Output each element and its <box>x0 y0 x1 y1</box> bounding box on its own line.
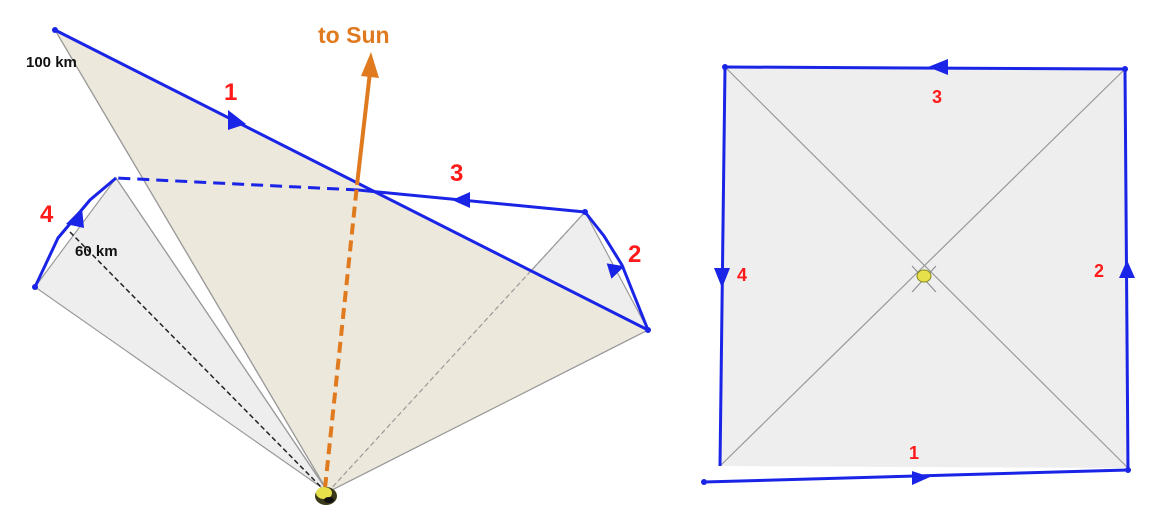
small-body-icon <box>911 265 937 293</box>
arrowhead-icon <box>928 59 948 75</box>
arrowhead-icon <box>452 192 470 208</box>
arrowhead-icon <box>606 263 625 279</box>
arrowhead-icon <box>361 52 379 78</box>
diagonal-line <box>719 68 1126 467</box>
waypoint-dot <box>1125 467 1131 473</box>
leg-4-path <box>718 66 727 467</box>
leg-label-2: 2 <box>1094 261 1104 281</box>
hidden-edge-line <box>327 211 586 493</box>
leg-label-4: 4 <box>40 201 54 228</box>
leg-label-3: 3 <box>450 160 463 187</box>
sun-direction-arrow <box>355 71 372 186</box>
range-line-60km <box>69 231 323 489</box>
arrowhead-icon <box>912 471 930 485</box>
edge-line <box>54 29 329 493</box>
leg-3-path-hidden <box>115 176 359 192</box>
arrowhead-icon <box>714 268 730 288</box>
arrowhead-icon <box>228 110 246 130</box>
waypoint-dot <box>701 479 707 485</box>
distance-label-near: 60 km <box>75 243 118 260</box>
small-body-icon <box>315 487 337 505</box>
top-view-square <box>720 67 1128 468</box>
sun-label: to Sun <box>318 22 390 48</box>
leg-1-path <box>54 28 649 332</box>
leg-3-path <box>724 65 1126 71</box>
distance-label-far: 100 km <box>26 54 77 71</box>
waypoint-dot <box>582 209 588 215</box>
waypoint-dot <box>32 284 38 290</box>
leg-label-1: 1 <box>224 79 237 106</box>
waypoint-dot <box>645 327 651 333</box>
perspective-view: to Sun 100 km 60 km 1 2 3 4 <box>26 22 651 505</box>
top-view: 1 2 3 4 <box>701 59 1135 485</box>
edge-line <box>115 177 329 493</box>
arrowhead-icon <box>66 208 84 228</box>
leg-label-4: 4 <box>737 265 747 285</box>
leg-2-path <box>583 211 650 331</box>
diagonal-line <box>724 66 1129 469</box>
waypoint-dot <box>52 27 58 33</box>
leg-label-3: 3 <box>932 87 942 107</box>
waypoint-dot <box>1122 66 1128 72</box>
arrowhead-icon <box>1119 260 1135 278</box>
leg-label-2: 2 <box>628 241 641 268</box>
waypoint-dot <box>722 64 728 70</box>
leg-label-1: 1 <box>909 443 919 463</box>
leg-3-path-visible <box>357 188 586 214</box>
